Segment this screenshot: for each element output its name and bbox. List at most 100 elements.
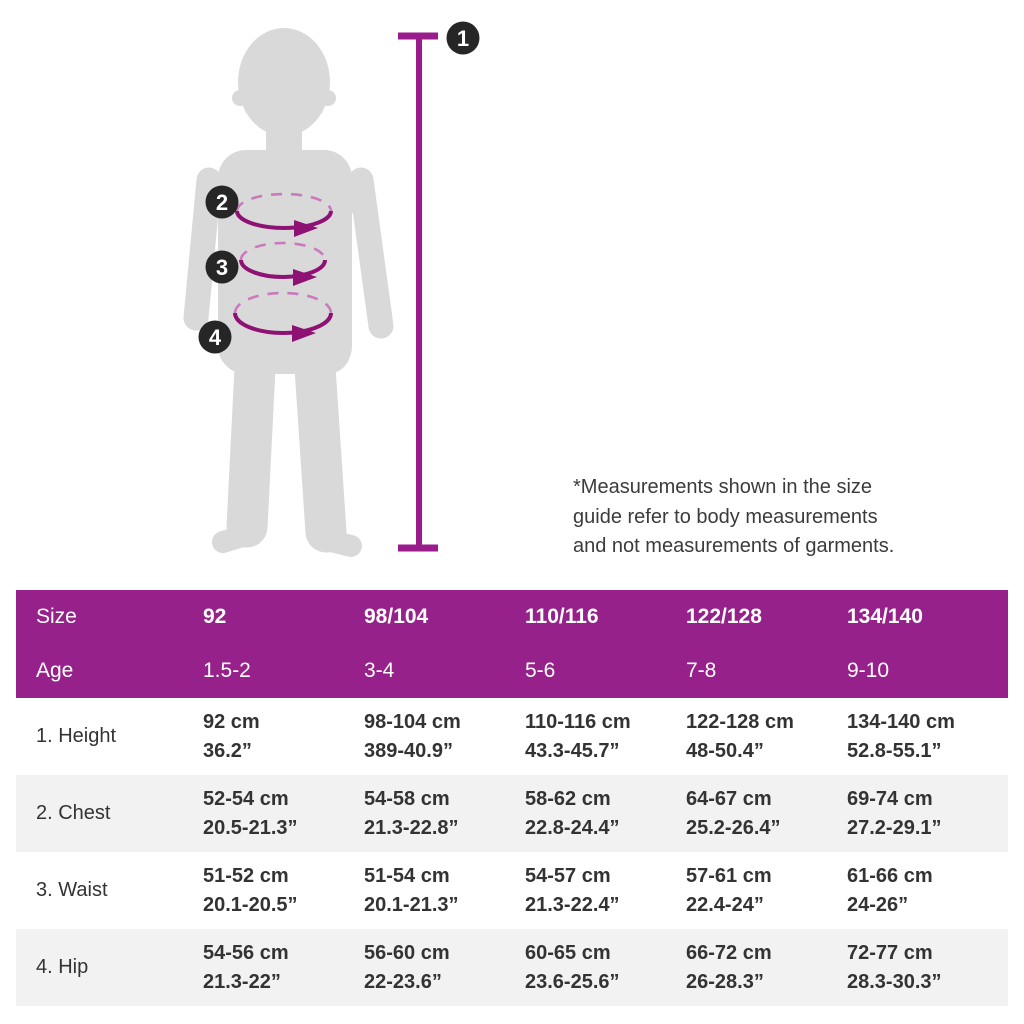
cm-value: 52-54 cm bbox=[203, 787, 289, 810]
chest-arrow-icon bbox=[294, 220, 318, 237]
badge-waist: 3 bbox=[205, 250, 239, 284]
row-label-height: 1. Height bbox=[36, 725, 117, 747]
inch-value: 28.3-30.3” bbox=[847, 970, 942, 993]
size-col-4: 134/140 bbox=[847, 590, 1008, 644]
age-header-label: Age bbox=[16, 644, 203, 698]
badge-waist-number: 3 bbox=[216, 255, 228, 280]
cm-value: 54-58 cm bbox=[364, 787, 450, 810]
size-col-3: 122/128 bbox=[686, 590, 847, 644]
row-label-waist: 3. Waist bbox=[36, 879, 108, 901]
cm-value: 57-61 cm bbox=[686, 864, 772, 887]
age-col-0: 1.5-2 bbox=[203, 644, 364, 698]
inch-value: 25.2-26.4” bbox=[686, 816, 781, 839]
row-label-hip: 4. Hip bbox=[16, 929, 203, 1006]
hip-cell-1: 56-60 cm 22-23.6” bbox=[364, 929, 525, 1006]
height-cell-2: 110-116 cm 43.3-45.7” bbox=[525, 698, 686, 775]
cm-value: 51-54 cm bbox=[364, 864, 450, 887]
hip-cell-2: 60-65 cm 23.6-25.6” bbox=[525, 929, 686, 1006]
chest-cell-4: 69-74 cm 27.2-29.1” bbox=[847, 775, 1008, 852]
disclaimer-line-2: guide refer to body measurements bbox=[573, 505, 878, 528]
waist-arrow-icon bbox=[293, 269, 317, 286]
chest-cell-2: 58-62 cm 22.8-24.4” bbox=[525, 775, 686, 852]
cm-value: 110-116 cm bbox=[525, 710, 631, 733]
table-row-chest: 2. Chest 52-54 cm 20.5-21.3” 54-58 cm 21… bbox=[16, 775, 1008, 852]
badge-hip: 4 bbox=[198, 320, 232, 354]
disclaimer-line-1: *Measurements shown in the size bbox=[573, 476, 873, 498]
badge-hip-number: 4 bbox=[209, 325, 222, 350]
table-row-waist: 3. Waist 51-52 cm 20.1-20.5” 51-54 cm 20… bbox=[16, 852, 1008, 929]
cm-value: 72-77 cm bbox=[847, 941, 933, 964]
cm-value: 66-72 cm bbox=[686, 941, 772, 964]
inch-value: 24-26” bbox=[847, 893, 909, 916]
cm-value: 60-65 cm bbox=[525, 941, 611, 964]
cm-value: 69-74 cm bbox=[847, 787, 933, 810]
badge-height: 1 bbox=[446, 21, 480, 55]
inch-value: 36.2” bbox=[203, 739, 252, 762]
inch-value: 22.4-24” bbox=[686, 893, 764, 916]
hip-measure-ellipse-icon bbox=[233, 291, 333, 342]
height-cell-0: 92 cm 36.2” bbox=[203, 698, 364, 775]
waist-cell-1: 51-54 cm 20.1-21.3” bbox=[364, 852, 525, 929]
cm-value: 64-67 cm bbox=[686, 787, 772, 810]
inch-value: 22.8-24.4” bbox=[525, 816, 620, 839]
height-measure-line-icon bbox=[398, 32, 438, 552]
badge-chest: 2 bbox=[205, 185, 239, 219]
cm-value: 54-56 cm bbox=[203, 941, 289, 964]
height-cell-3: 122-128 cm 48-50.4” bbox=[686, 698, 847, 775]
child-silhouette bbox=[183, 28, 394, 557]
badge-height-number: 1 bbox=[457, 26, 469, 51]
chest-cell-0: 52-54 cm 20.5-21.3” bbox=[203, 775, 364, 852]
inch-value: 20.1-20.5” bbox=[203, 893, 298, 916]
chest-measure-ellipse-icon bbox=[235, 192, 333, 237]
chest-cell-3: 64-67 cm 25.2-26.4” bbox=[686, 775, 847, 852]
chest-cell-1: 54-58 cm 21.3-22.8” bbox=[364, 775, 525, 852]
disclaimer-line-3: and not measurements of garments. bbox=[573, 535, 895, 557]
height-cell-1: 98-104 cm 389-40.9” bbox=[364, 698, 525, 775]
hip-cell-0: 54-56 cm 21.3-22” bbox=[203, 929, 364, 1006]
age-col-2: 5-6 bbox=[525, 644, 686, 698]
inch-value: 43.3-45.7” bbox=[525, 739, 620, 762]
inch-value: 48-50.4” bbox=[686, 739, 764, 762]
inch-value: 26-28.3” bbox=[686, 970, 764, 993]
size-header-row: Size 92 98/104 110/116 122/128 134/140 bbox=[16, 590, 1008, 644]
hip-cell-3: 66-72 cm 26-28.3” bbox=[686, 929, 847, 1006]
inch-value: 23.6-25.6” bbox=[525, 970, 620, 993]
waist-cell-3: 57-61 cm 22.4-24” bbox=[686, 852, 847, 929]
row-label-chest: 2. Chest bbox=[16, 775, 203, 852]
size-col-0: 92 bbox=[203, 590, 364, 644]
height-cell-4: 134-140 cm 52.8-55.1” bbox=[847, 698, 1008, 775]
cm-value: 56-60 cm bbox=[364, 941, 450, 964]
cm-value: 58-62 cm bbox=[525, 787, 611, 810]
age-header-row: Age 1.5-2 3-4 5-6 7-8 9-10 bbox=[16, 644, 1008, 698]
waist-measure-ellipse-icon bbox=[239, 241, 327, 286]
cm-value: 92 cm bbox=[203, 710, 260, 733]
figure-section: 1 2 3 4 *Measurements shown in the size … bbox=[183, 21, 993, 562]
cm-value: 51-52 cm bbox=[203, 864, 289, 887]
inch-value: 27.2-29.1” bbox=[847, 816, 942, 839]
cm-value: 61-66 cm bbox=[847, 864, 933, 887]
size-guide-table: Size 92 98/104 110/116 122/128 134/140 A… bbox=[16, 590, 1008, 1006]
inch-value: 20.5-21.3” bbox=[203, 816, 298, 839]
inch-value: 21.3-22.8” bbox=[364, 816, 459, 839]
waist-cell-4: 61-66 cm 24-26” bbox=[847, 852, 1008, 929]
table-header: Size 92 98/104 110/116 122/128 134/140 A… bbox=[16, 590, 1008, 698]
hip-arrow-icon bbox=[292, 325, 316, 342]
age-col-4: 9-10 bbox=[847, 644, 1008, 698]
measurement-diagram: 1 2 3 4 bbox=[183, 21, 480, 557]
size-col-1: 98/104 bbox=[364, 590, 525, 644]
age-col-3: 7-8 bbox=[686, 644, 847, 698]
disclaimer-note: *Measurements shown in the size guide re… bbox=[573, 473, 993, 562]
inch-value: 52.8-55.1” bbox=[847, 739, 942, 762]
size-header-label: Size bbox=[16, 590, 203, 644]
cm-value: 54-57 cm bbox=[525, 864, 611, 887]
waist-cell-0: 51-52 cm 20.1-20.5” bbox=[203, 852, 364, 929]
badge-chest-number: 2 bbox=[216, 190, 228, 215]
cm-value: 98-104 cm bbox=[364, 710, 461, 733]
table-row-height: 1. Height 92 cm 36.2” 98-104 cm 389-40.9… bbox=[16, 698, 1008, 775]
waist-cell-2: 54-57 cm 21.3-22.4” bbox=[525, 852, 686, 929]
hip-cell-4: 72-77 cm 28.3-30.3” bbox=[847, 929, 1008, 1006]
inch-value: 20.1-21.3” bbox=[364, 893, 459, 916]
inch-value: 389-40.9” bbox=[364, 739, 453, 762]
inch-value: 21.3-22.4” bbox=[525, 893, 620, 916]
